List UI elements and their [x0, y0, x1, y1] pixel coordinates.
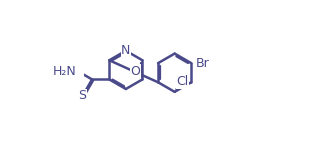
Text: H₂N: H₂N — [53, 65, 77, 78]
Text: Cl: Cl — [176, 75, 188, 88]
Text: S: S — [78, 90, 87, 102]
Text: Br: Br — [196, 57, 209, 70]
Text: O: O — [130, 65, 140, 78]
Text: N: N — [121, 44, 130, 57]
